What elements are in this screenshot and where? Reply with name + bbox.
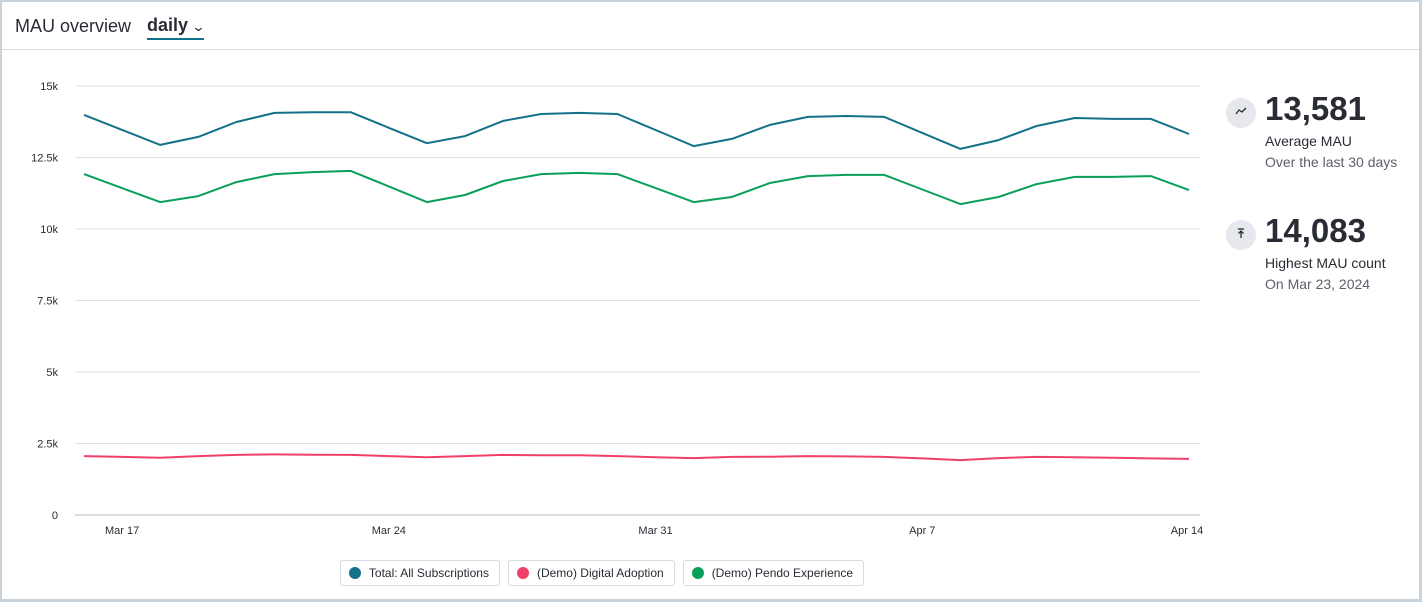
stat-subtext: Over the last 30 days: [1265, 154, 1398, 170]
stat-label: Average MAU: [1265, 133, 1352, 149]
x-tick-label: Mar 17: [105, 525, 139, 537]
stat-value: 13,581: [1265, 90, 1366, 127]
chevron-down-icon: ⌄: [191, 19, 206, 34]
legend-label: Total: All Subscriptions: [368, 566, 489, 580]
card-header: MAU overview daily ⌄: [2, 2, 1419, 50]
series-line-0: [83, 111, 1190, 150]
x-tick-label: Apr 7: [909, 525, 935, 537]
line-chart: 0 2.5k 5k 7.5k 10k 12.5k 15k Mar 17 Mar 24 Mar 31…: [31, 81, 1203, 537]
series-dot-icon: [691, 567, 704, 579]
y-tick-label: 5k: [46, 367, 58, 379]
period-dropdown[interactable]: daily ⌄: [147, 15, 206, 40]
stat-value: 14,083: [1265, 212, 1366, 249]
stat-label: Highest MAU count: [1265, 255, 1386, 271]
legend-label: (Demo) Digital Adoption: [536, 566, 664, 580]
series-dot-icon: [348, 567, 361, 579]
x-tick-label: Mar 31: [638, 525, 672, 537]
period-value: daily: [147, 15, 189, 35]
y-tick-label: 2.5k: [37, 439, 58, 451]
series-line-1: [83, 453, 1190, 462]
series-line-2: [83, 169, 1190, 206]
arrow-up-to-top-icon: [1226, 220, 1256, 250]
legend-item-total[interactable]: Total: All Subscriptions: [339, 560, 500, 586]
chart-legend: Total: All Subscriptions (Demo) Digital …: [2, 560, 1202, 586]
x-tick-label: Mar 24: [372, 525, 406, 537]
x-tick-label: Apr 14: [1171, 525, 1203, 537]
legend-item-digital-adoption[interactable]: (Demo) Digital Adoption: [507, 560, 675, 586]
y-tick-label: 12.5k: [31, 153, 58, 165]
trend-line-icon: [1226, 98, 1256, 128]
series-dot-icon: [516, 567, 529, 579]
page-title: MAU overview: [15, 16, 132, 36]
y-tick-label: 10k: [40, 224, 58, 236]
y-tick-label: 0: [52, 510, 58, 522]
stat-subtext: On Mar 23, 2024: [1265, 276, 1371, 292]
y-tick-label: 15k: [40, 81, 58, 93]
legend-label: (Demo) Pendo Experience: [711, 566, 854, 580]
y-tick-label: 7.5k: [37, 296, 58, 308]
legend-item-pendo-experience[interactable]: (Demo) Pendo Experience: [682, 560, 865, 586]
